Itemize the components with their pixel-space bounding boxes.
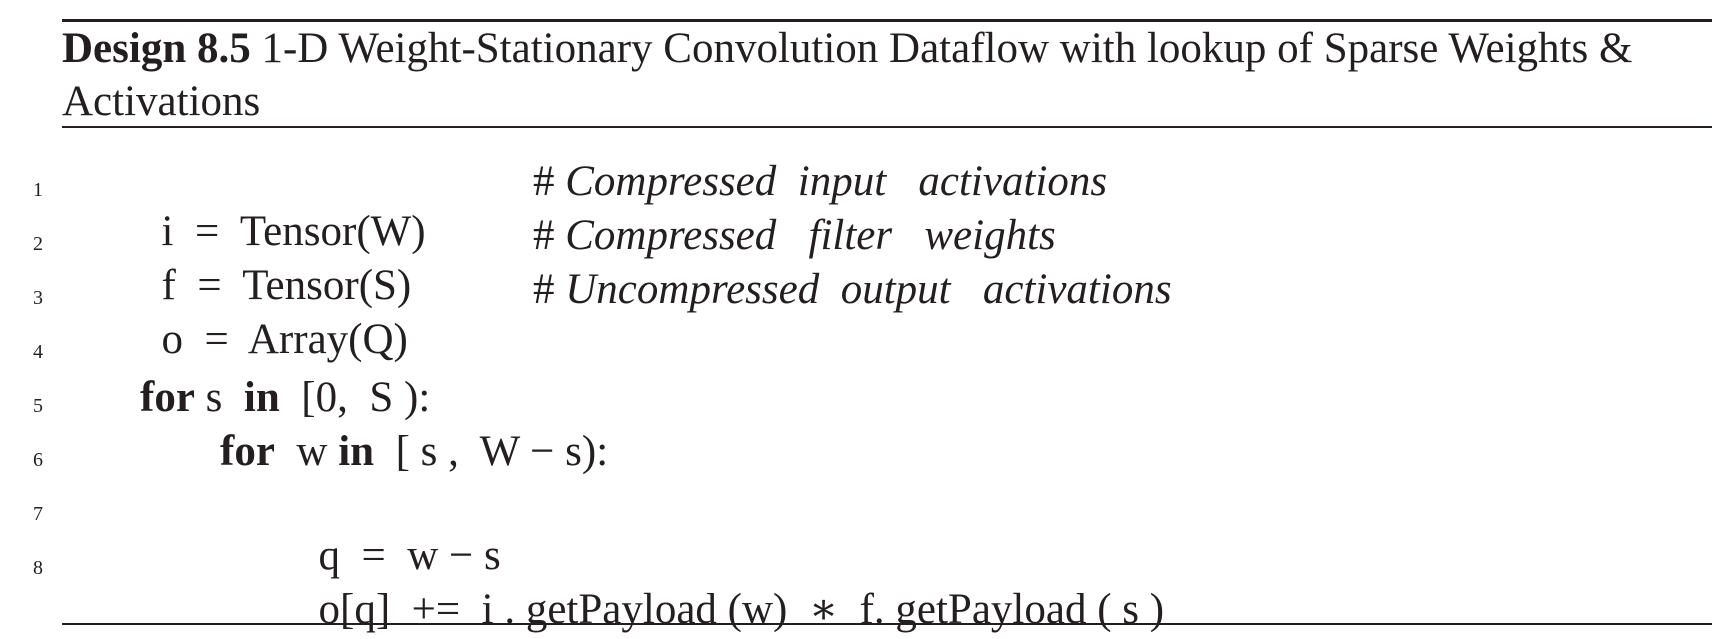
code-line-6: for w in [ s , W − s): bbox=[220, 427, 608, 477]
caption-title-line2: Activations bbox=[62, 78, 261, 125]
code-line-3: o = Array(Q) bbox=[140, 265, 408, 365]
top-rule bbox=[62, 19, 1712, 22]
keyword-for: for bbox=[220, 428, 275, 475]
code-comment-3: # Uncompressed output activations bbox=[533, 265, 1172, 315]
comment-text: Compressed filter weights bbox=[554, 212, 1056, 259]
line-number: 2 bbox=[33, 233, 43, 255]
line-number: 6 bbox=[33, 449, 43, 471]
caption-title-line1: 1-D Weight-Stationary Convolution Datafl… bbox=[250, 25, 1633, 72]
loop-variable: w bbox=[274, 428, 339, 475]
code-line-5: for s in [0, S ): bbox=[140, 373, 430, 423]
code-comment-1: # Compressed input activations bbox=[533, 157, 1107, 207]
code-statement: f = Tensor(S) bbox=[161, 262, 412, 309]
algorithm-caption: Design 8.5 1-D Weight-Stationary Convolu… bbox=[62, 22, 1722, 128]
comment-hash: # bbox=[533, 212, 555, 259]
code-line-1: i = Tensor(W) bbox=[140, 157, 426, 257]
code-statement: o = Array(Q) bbox=[161, 316, 408, 363]
line-number: 3 bbox=[33, 287, 43, 309]
caption-rule bbox=[62, 126, 1712, 128]
code-statement: o[q] += i . getPayload (w) ∗ f. getPaylo… bbox=[318, 586, 1165, 633]
line-number: 8 bbox=[33, 557, 43, 579]
line-number: 4 bbox=[33, 341, 43, 363]
code-comment-2: # Compressed filter weights bbox=[533, 211, 1056, 261]
bottom-rule bbox=[62, 623, 1712, 625]
code-line-7: q = w − s bbox=[297, 481, 501, 581]
code-line-2: f = Tensor(S) bbox=[140, 211, 412, 311]
keyword-in: in bbox=[338, 428, 375, 475]
comment-text: Compressed input activations bbox=[554, 158, 1108, 205]
line-number: 1 bbox=[33, 179, 43, 201]
comment-hash: # bbox=[533, 158, 555, 205]
line-number: 7 bbox=[33, 503, 43, 525]
line-number: 5 bbox=[33, 395, 43, 417]
comment-hash: # bbox=[533, 266, 555, 313]
code-statement: i = Tensor(W) bbox=[161, 208, 426, 255]
loop-variable: s bbox=[194, 374, 244, 421]
keyword-in: in bbox=[243, 374, 280, 421]
code-statement: q = w − s bbox=[318, 532, 501, 579]
loop-range: [0, S ): bbox=[279, 374, 431, 421]
caption-label: Design 8.5 bbox=[62, 25, 251, 72]
keyword-for: for bbox=[140, 374, 195, 421]
loop-range: [ s , W − s): bbox=[374, 428, 609, 475]
comment-text: Uncompressed output activations bbox=[554, 266, 1172, 313]
code-line-8: o[q] += i . getPayload (w) ∗ f. getPaylo… bbox=[297, 535, 1165, 635]
